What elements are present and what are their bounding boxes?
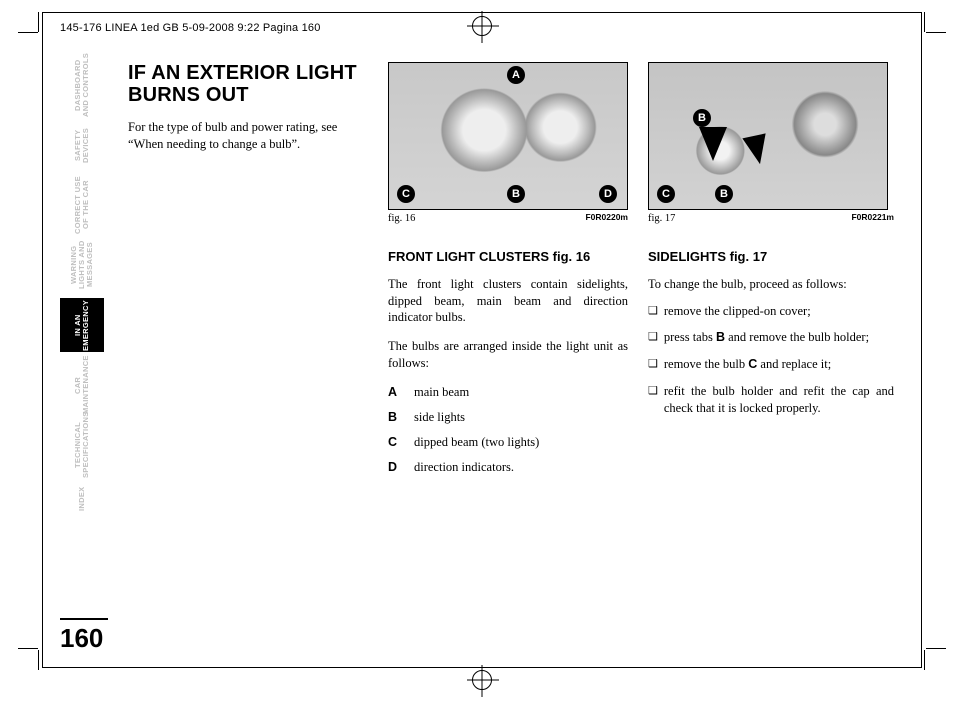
step-row: ❑refit the bulb holder and refit the cap… (648, 383, 894, 417)
intro-paragraph: For the type of bulb and power rating, s… (128, 119, 368, 153)
sidebar-tab-1[interactable]: SAFETY DEVICES (60, 118, 104, 172)
bulb-key-row: Amain beam (388, 384, 628, 401)
figure-callout-C: C (657, 185, 675, 203)
step-row: ❑ press tabs B and remove the bulb holder… (648, 329, 894, 346)
figure-17: B C B (648, 62, 888, 210)
crop-mark (926, 648, 946, 649)
bullet-icon: ❑ (648, 303, 658, 320)
sidebar-tab-5[interactable]: CAR MAINTENANCE (60, 358, 104, 412)
bulb-key-letter: A (388, 384, 402, 401)
bullet-icon: ❑ (648, 383, 658, 417)
bulb-key-list: Amain beam Bside lights Cdipped beam (two … (388, 384, 628, 476)
page-content: IF AN EXTERIOR LIGHT BURNS OUT For the t… (128, 62, 898, 484)
sidelights-heading: SIDELIGHTS fig. 17 (648, 248, 894, 266)
figure-16: A C B D (388, 62, 628, 210)
bulb-key-row: Ddirection indicators. (388, 459, 628, 476)
crop-mark (38, 12, 39, 32)
figure-16-caption-row: fig. 16 F0R0220m (388, 212, 628, 226)
bulb-key-text: direction indicators. (414, 459, 514, 476)
print-header: 145-176 LINEA 1ed GB 5-09-2008 9:22 Pagi… (60, 22, 321, 34)
figure-callout-B: B (715, 185, 733, 203)
figure-callout-B: B (693, 109, 711, 127)
sidebar-tab-4[interactable]: IN AN EMERGENCY (60, 298, 104, 352)
crop-mark (924, 650, 925, 670)
figure-17-arrow (699, 127, 727, 161)
figure-callout-D: D (599, 185, 617, 203)
page-number: 160 (60, 623, 103, 654)
registration-mark-bottom (472, 670, 492, 690)
sidelights-lead: To change the bulb, proceed as follows: (648, 276, 894, 293)
step-text: remove the clipped-on cover; (664, 303, 894, 320)
column-1: IF AN EXTERIOR LIGHT BURNS OUT For the t… (128, 62, 368, 484)
bulb-key-letter: C (388, 434, 402, 451)
bulb-key-text: main beam (414, 384, 469, 401)
figure-callout-C: C (397, 185, 415, 203)
crop-mark (924, 12, 925, 32)
bulb-key-letter: D (388, 459, 402, 476)
front-clusters-p2: The bulbs are arranged inside the light … (388, 338, 628, 372)
column-2: ACBD fig. 16 F0R0220m FRONT LIGHT CLUSTE… (388, 62, 628, 484)
section-tabs-sidebar: DASHBOARD AND CONTROLS SAFETY DEVICES CORR… (60, 58, 104, 520)
crop-mark (926, 32, 946, 33)
step-text: remove the bulb C and replace it; (664, 356, 894, 373)
step-row: ❑ remove the bulb C and replace it; (648, 356, 894, 373)
figure-callout-A: A (507, 66, 525, 84)
figure-17-code: F0R0221m (851, 212, 894, 226)
bullet-icon: ❑ (648, 356, 658, 373)
figure-17-image (649, 63, 887, 209)
sidebar-tab-3[interactable]: WARNING LIGHTS AND MESSAGES (60, 238, 104, 292)
figure-17-caption: fig. 17 (648, 212, 675, 226)
sidebar-tab-2[interactable]: CORRECT USE OF THE CAR (60, 178, 104, 232)
figure-17-caption-row: fig. 17 F0R0221m (648, 212, 894, 226)
figure-16-image (389, 63, 627, 209)
figure-callout-B: B (507, 185, 525, 203)
bulb-key-text: side lights (414, 409, 465, 426)
sidebar-tab-0[interactable]: DASHBOARD AND CONTROLS (60, 58, 104, 112)
bulb-key-text: dipped beam (two lights) (414, 434, 539, 451)
bulb-key-row: Bside lights (388, 409, 628, 426)
front-clusters-p1: The front light clusters contain sidelig… (388, 276, 628, 327)
sidebar-tab-7[interactable]: INDEX (60, 478, 104, 520)
crop-mark (18, 648, 38, 649)
bulb-key-row: Cdipped beam (two lights) (388, 434, 628, 451)
bulb-key-letter: B (388, 409, 402, 426)
figure-16-caption: fig. 16 (388, 212, 415, 226)
sidelights-steps: ❑ remove the clipped-on cover; ❑ press tabs… (648, 303, 894, 417)
page-number-rule (60, 618, 108, 620)
step-text: press tabs B and remove the bulb holder; (664, 329, 894, 346)
bullet-icon: ❑ (648, 329, 658, 346)
section-title: IF AN EXTERIOR LIGHT BURNS OUT (128, 62, 368, 107)
figure-16-code: F0R0220m (585, 212, 628, 226)
crop-mark (18, 32, 38, 33)
crop-mark (38, 650, 39, 670)
column-3: BCB fig. 17 F0R0221m SIDELIGHTS fig. 17 … (648, 62, 894, 484)
sidebar-tab-6[interactable]: TECHNICAL SPECIFICATIONS (60, 418, 104, 472)
step-text: refit the bulb holder and refit the cap … (664, 383, 894, 417)
registration-mark-top (472, 16, 492, 36)
step-row: ❑ remove the clipped-on cover; (648, 303, 894, 320)
front-clusters-heading: FRONT LIGHT CLUSTERS fig. 16 (388, 248, 628, 266)
